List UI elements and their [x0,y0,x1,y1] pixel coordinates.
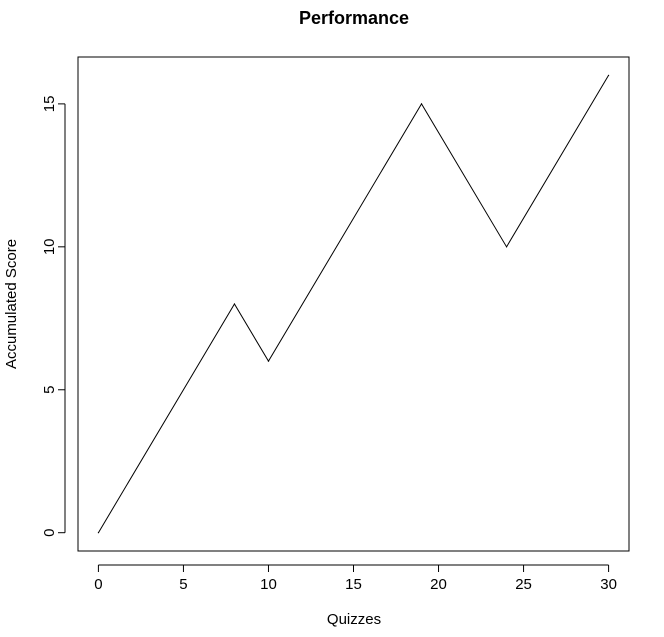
y-tick-label: 15 [41,96,58,113]
data-point [505,246,508,248]
x-tick-label: 25 [515,576,532,593]
y-axis-label: Accumulated Score [3,239,20,369]
x-tick-label: 30 [600,576,617,593]
data-point [97,532,100,534]
plot-frame [77,56,630,552]
x-tick-label: 20 [430,576,447,593]
x-tick-label: 5 [179,576,187,593]
data-point [267,360,270,362]
x-axis-label: Quizzes [327,611,381,628]
chart-title: Performance [299,8,409,28]
data-point [607,74,610,76]
data-point [233,303,236,305]
x-tick-label: 0 [94,576,102,593]
data-point [420,103,423,105]
y-tick-label: 0 [41,529,58,537]
x-axis: 0 5 10 15 20 25 30 [94,564,617,593]
y-tick-label: 10 [41,238,58,255]
y-tick-label: 5 [41,386,58,394]
x-tick-label: 15 [345,576,362,593]
x-tick-label: 10 [260,576,277,593]
y-axis: 0 5 10 15 [41,96,66,537]
series-line [97,75,610,533]
series-layer [97,74,610,534]
